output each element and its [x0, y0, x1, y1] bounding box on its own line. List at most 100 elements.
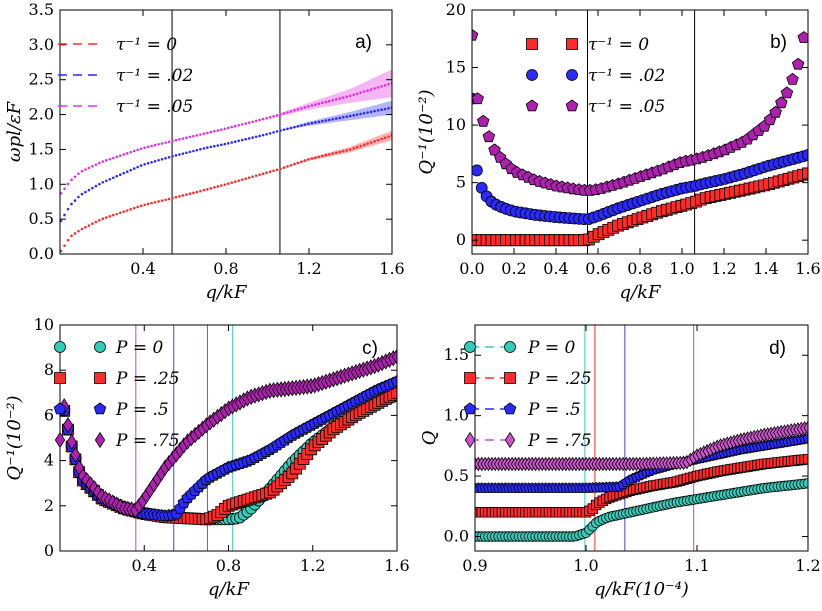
data-point [202, 132, 206, 136]
data-point [387, 82, 390, 86]
data-point [334, 98, 338, 101]
data-point [226, 126, 230, 130]
data-point [143, 162, 146, 166]
data-point [289, 163, 293, 167]
data-point [70, 234, 73, 238]
data-point [338, 97, 342, 100]
data-point [91, 222, 94, 226]
legend-marker [94, 341, 106, 353]
data-point [216, 185, 220, 188]
x-tick-label: 0.4 [543, 259, 568, 278]
legend-marker [464, 341, 476, 353]
data-point [70, 178, 73, 182]
data-point [125, 152, 129, 155]
data-point [192, 134, 195, 138]
data-point [108, 215, 112, 218]
data-point [261, 117, 265, 121]
data-point [247, 121, 251, 124]
data-point [160, 199, 164, 202]
data-point [84, 190, 87, 194]
data-point [94, 184, 98, 188]
data-point [66, 238, 70, 242]
legend-marker [525, 99, 539, 112]
legend-marker [54, 341, 66, 353]
legend-marker [504, 341, 516, 353]
data-point [348, 148, 352, 151]
data-point [66, 182, 70, 186]
data-point [247, 176, 251, 179]
data-point [373, 140, 376, 143]
data-point [60, 192, 63, 195]
x-tick-label: 0.4 [132, 556, 157, 575]
data-point [111, 213, 115, 217]
legend-marker [463, 402, 477, 415]
data-point [282, 112, 286, 115]
data-point [167, 197, 171, 201]
data-point [802, 167, 808, 180]
data-point [334, 151, 338, 155]
data-point [331, 117, 335, 121]
data-point [118, 154, 122, 157]
legend-marker [94, 431, 106, 449]
data-point [362, 90, 366, 93]
data-point [383, 84, 387, 87]
data-point [237, 124, 241, 127]
y-tick-label: 2.0 [29, 105, 54, 124]
data-point [77, 172, 80, 176]
legend-item: τ⁻¹ = 0 [58, 35, 177, 55]
data-point [230, 125, 234, 129]
data-point [216, 144, 220, 147]
legend-marker [504, 431, 516, 449]
data-point [472, 92, 484, 105]
data-point [286, 127, 289, 131]
data-point [362, 143, 366, 147]
plot-area [475, 325, 808, 551]
data-point [80, 192, 84, 196]
data-point [314, 103, 317, 106]
x-tick-label: 1.0 [669, 259, 694, 278]
data-point [366, 142, 369, 145]
x-tick-label: 0.4 [130, 259, 155, 278]
data-point [181, 137, 185, 140]
data-point [206, 146, 209, 149]
data-point [111, 176, 115, 180]
data-point [289, 126, 293, 130]
data-point [488, 143, 501, 156]
data-point [167, 140, 171, 144]
data-point [391, 386, 397, 399]
data-point [84, 168, 87, 171]
legend-marker [54, 431, 66, 449]
data-point [338, 116, 342, 120]
data-point [472, 28, 479, 41]
data-point [303, 106, 307, 109]
data-point [101, 181, 105, 184]
legend: P = 0 P = .25 P = .5 P = .75 [53, 338, 180, 451]
data-point [136, 148, 139, 152]
data-point [146, 145, 150, 149]
data-point [101, 217, 105, 220]
data-point [327, 99, 331, 103]
x-tick-label: 0.6 [585, 259, 610, 278]
data-point [797, 31, 808, 43]
data-point [164, 198, 167, 202]
data-point [355, 92, 359, 96]
data-point [341, 96, 345, 99]
data-point [272, 115, 275, 118]
data-point [352, 114, 355, 117]
data-point [63, 187, 66, 190]
data-point [369, 88, 373, 91]
data-point [84, 225, 87, 229]
data-point [251, 120, 254, 124]
data-point [390, 374, 397, 387]
data-point [87, 224, 91, 227]
data-point [233, 180, 237, 183]
data-point [251, 136, 254, 139]
data-point [230, 181, 234, 184]
data-point [206, 131, 209, 135]
data-point [171, 196, 174, 200]
data-point [268, 132, 272, 135]
data-point [780, 86, 794, 99]
data-point [296, 108, 300, 111]
data-point [376, 109, 380, 112]
